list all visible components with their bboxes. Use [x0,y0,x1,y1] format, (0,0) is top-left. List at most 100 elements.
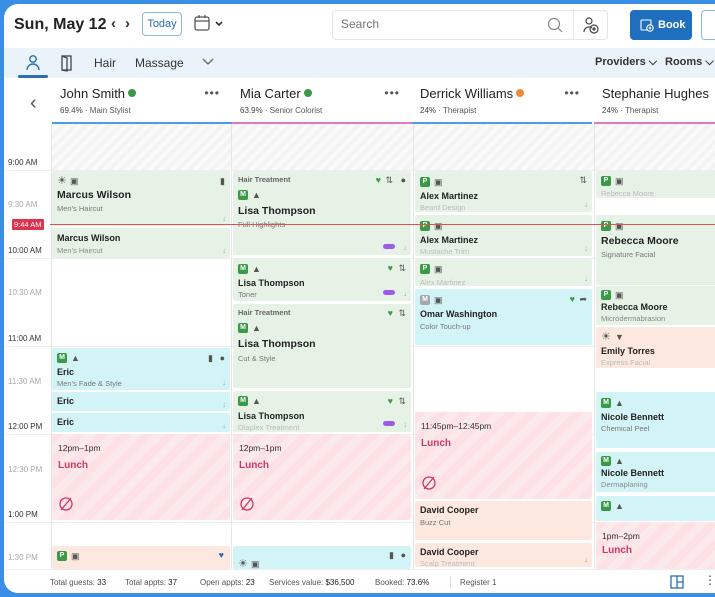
appointment-card[interactable]: ☀ ▼ Emily Torres Express Facial [596,327,715,368]
register-label[interactable]: Register 1 [460,578,497,587]
rooms-dropdown[interactable]: Rooms ⌵ [665,56,714,68]
column-divider [51,124,52,569]
column-divider [594,124,595,569]
appointment-card[interactable]: Marcus Wilson Men's Haircut ↓ [52,228,230,258]
appointment-card[interactable]: M ▲ ▮ ● Eric Men's Fade & Style ↓ [52,348,230,390]
lunch-block[interactable]: 12pm–1pm Lunch [52,434,230,520]
chevron-down-icon[interactable] [202,58,214,66]
provider-derrick-williams[interactable]: Derrick Williams 24% · Therapist ••• [412,82,592,124]
service-name: Dermaplaning [601,480,648,489]
client-name: Emily Torres [601,346,655,356]
appointment-card[interactable]: M ▲ Nicole Bennett Chemical Peel [596,392,715,448]
more-options-icon[interactable]: ••• [564,86,580,100]
rooms-label: Rooms [665,56,703,68]
time-label: 9:00 AM [8,158,38,167]
time-label: 12:00 PM [8,422,43,431]
person-icon[interactable] [24,54,42,72]
lunch-block[interactable]: 1pm–2pm Lunch [596,522,715,569]
appointment-card[interactable]: P ▣ Rebecca Moore [596,171,715,198]
add-circle-icon: ● [400,550,406,560]
calendar-picker-button[interactable] [194,14,228,34]
open-appts: Open appts: 23 [200,578,255,587]
search-input[interactable] [341,17,531,31]
today-button[interactable]: Today [142,12,182,36]
provider-mia-carter[interactable]: Mia Carter 63.9% · Senior Colorist ••• [232,82,412,124]
top-bar: Sun, May 12 ‹ › Today [4,4,715,46]
time-label: 1:30 PM [8,553,38,562]
layout-toggle-icon[interactable] [670,575,684,589]
appointment-card[interactable]: David Cooper Scalp Treatment ↓ [415,543,592,567]
appointment-card[interactable]: Eric ↓ [52,413,230,432]
badge-icon: P [601,221,611,231]
appointment-card[interactable]: M ▣ ♥ ➦ Omar Washington Color Touch-up [415,289,592,345]
arrow-down-icon: ↓ [222,421,226,430]
service-name: Men's Fade & Style [57,379,122,388]
filter-massage[interactable]: Massage [135,56,184,70]
more-options-icon[interactable]: ••• [384,86,400,100]
add-circle-icon: ● [219,353,225,363]
appointment-card[interactable]: Hair Treatment ♥ ⇅ ● M ▲ Lisa Thompson F… [233,171,411,255]
filter-bar: Hair Massage Providers ⌵ Rooms ⌵ [4,48,715,78]
provider-color-bar [232,122,412,124]
provider-role: Senior Colorist [269,106,323,115]
service-name: Color Touch-up [420,322,471,331]
total-appts: Total appts: 37 [125,578,177,587]
appointment-card[interactable]: M ▲ [596,496,715,521]
provider-stephanie-hughes[interactable]: Stephanie Hughes 24% · Therapist [594,82,715,124]
lunch-time: 11:45pm–12:45pm [421,421,492,431]
chart-icon: ▲ [615,501,624,511]
heart-icon: ♥ [387,396,393,406]
appointment-card[interactable]: P ▣ Alex Martinez ↓ [415,259,592,286]
arrow-down-icon: ↓ [403,289,407,298]
lunch-block[interactable]: 11:45pm–12:45pm Lunch [415,412,592,499]
heart-icon: ♥ [375,175,381,185]
book-button[interactable]: Book [630,10,692,40]
appointment-card[interactable]: P ▣ Rebecca Moore Microdermabrasion [596,286,715,325]
appointment-card[interactable]: M ▲ ♥ ⇅ Lisa Thompson Olaplex Treatment … [233,391,411,432]
providers-dropdown[interactable]: Providers ⌵ [595,56,658,68]
more-actions-button[interactable] [701,10,715,40]
appointment-card[interactable]: M ▲ Nicole Bennett Dermaplaning [596,452,715,492]
badge-icon: M [601,501,611,511]
badge-icon: M [420,295,430,305]
client-name: Lisa Thompson [238,411,305,421]
swap-icon: ⇅ [398,396,406,406]
calendar-icon [194,15,223,31]
client-name: Eric [57,367,75,377]
appointment-card[interactable]: P ▣ ⇅ Alex Martinez Beard Design ↓ [415,171,592,212]
prev-day-button[interactable]: ‹ [111,15,116,32]
lunch-block[interactable]: 12pm–1pm Lunch [233,434,411,520]
thumbs-down-icon: ▼ [615,332,624,342]
booked-value: 73.6% [406,578,430,587]
client-name: Rebecca Moore [601,302,668,312]
door-icon[interactable] [60,54,74,72]
client-name: Lisa Thompson [238,338,316,350]
chevron-left-icon[interactable]: ‹ [30,92,37,114]
appointment-card[interactable]: P ▣ ♥ [52,546,230,569]
more-options-icon[interactable]: ••• [204,86,220,100]
appointment-card[interactable]: ☀ ▣ ▮ Marcus Wilson Men's Haircut ↓ [52,171,230,226]
appointment-card[interactable]: P ▣ Alex Martinez Mustache Trim ↓ [415,215,592,256]
badge-icon: M [238,323,248,333]
provider-name: John Smith [60,86,126,101]
appointment-card[interactable]: P ▣ Rebecca Moore Signature Facial [596,215,715,285]
filter-hair[interactable]: Hair [94,56,117,70]
status-check-icon [303,89,312,97]
appointment-card[interactable]: David Cooper Buzz Cut [415,501,592,540]
provider-john-smith[interactable]: John Smith 69.4% · Main Stylist ••• [52,82,232,124]
more-vertical-icon[interactable]: ⋮ [704,573,715,587]
add-client-button[interactable] [574,10,608,40]
appointment-card[interactable]: M ▲ ♥ ⇅ Lisa Thompson Toner ↓ [233,258,411,301]
provider-color-bar [412,122,592,124]
client-name: Eric [57,417,75,427]
appointment-card[interactable]: Hair Treatment ♥ ⇅ M ▲ Lisa Thompson Cut… [233,304,411,388]
client-name: Nicole Bennett [601,468,665,478]
appointment-card[interactable]: ☀ ▣ ▮ ● [233,546,411,569]
footer-divider [450,576,451,588]
badge-icon: P [420,221,430,231]
badge-icon: M [238,190,248,200]
next-day-button[interactable]: › [125,15,130,32]
search-box[interactable] [332,10,574,40]
client-name: Alex Martinez [420,235,479,245]
appointment-card[interactable]: Eric ↓ [52,392,230,411]
